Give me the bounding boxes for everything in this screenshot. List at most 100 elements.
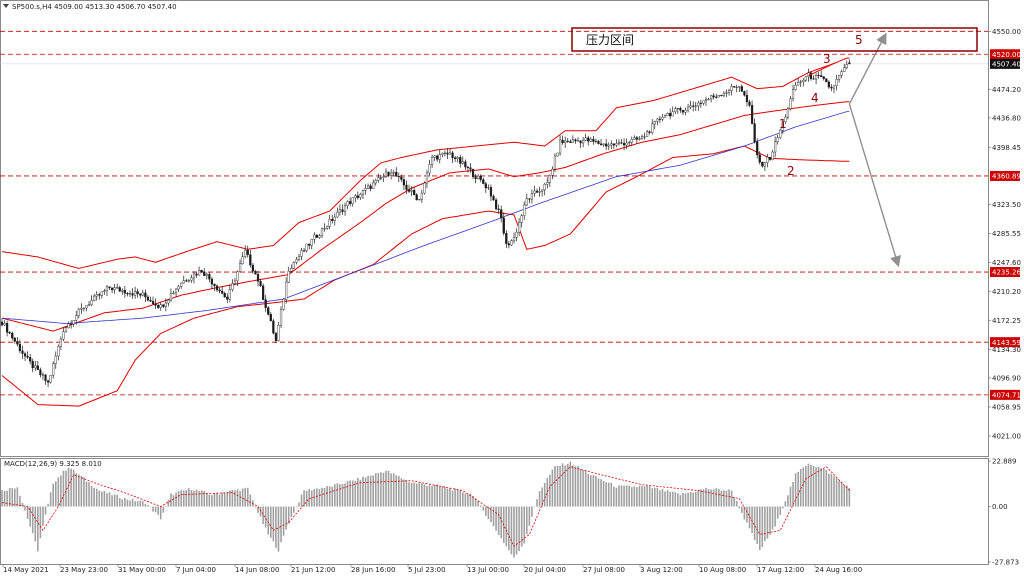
macd-histogram-bar — [820, 468, 822, 507]
current-price-tag — [990, 58, 1020, 69]
macd-histogram-bar — [408, 482, 410, 507]
macd-histogram-bar — [300, 494, 303, 507]
candle-body — [587, 137, 590, 142]
candle-body — [553, 155, 557, 170]
macd-histogram-bar — [846, 485, 848, 507]
macd-histogram-bar — [433, 484, 436, 507]
candle-body — [256, 274, 260, 282]
macd-histogram-bar — [313, 489, 316, 507]
candle-body — [318, 235, 321, 238]
wave-label-3: 3 — [823, 52, 831, 66]
macd-histogram-bar — [554, 466, 556, 507]
price-tick-label: 4058.95 — [992, 404, 1021, 412]
price-tick-label: 4398.45 — [992, 144, 1021, 152]
price-tick-label: 4507.40 — [992, 60, 1021, 68]
macd-histogram-bar — [410, 482, 413, 507]
macd-histogram-bar — [590, 475, 592, 507]
candle-body — [249, 254, 252, 266]
candle-body — [346, 201, 349, 206]
candle-body — [582, 139, 585, 144]
price-tick-label: 4143.59 — [992, 339, 1021, 347]
resistance-zone-box[interactable] — [571, 27, 978, 52]
macd-histogram-bar — [118, 498, 121, 507]
candle-body — [730, 86, 733, 92]
candle-body — [323, 228, 326, 230]
macd-histogram-bar — [579, 468, 582, 507]
candle-body — [615, 143, 618, 146]
macd-histogram-bar — [735, 500, 738, 507]
candle-body — [70, 323, 73, 325]
macd-histogram-bar — [193, 490, 195, 507]
candle-body — [448, 152, 452, 155]
macd-histogram-bar — [385, 470, 387, 507]
macd-histogram-bar — [6, 490, 8, 507]
macd-histogram-bar — [446, 488, 449, 507]
macd-histogram-bar — [625, 485, 628, 507]
macd-histogram-bar — [531, 506, 533, 517]
candle-body — [441, 152, 444, 155]
forecast-arrow — [848, 32, 887, 105]
candle-body — [817, 75, 820, 77]
candle-body — [738, 86, 741, 88]
candle-body — [100, 291, 103, 296]
candle-body — [308, 243, 311, 246]
candle-body — [377, 177, 380, 181]
candle-body — [802, 79, 805, 82]
macd-histogram-bar — [689, 492, 692, 507]
macd-histogram-bar — [592, 475, 595, 507]
macd-histogram-bar — [175, 492, 177, 507]
macd-histogram-bar — [231, 489, 234, 507]
candle-body — [200, 270, 203, 273]
candle-body — [702, 100, 705, 104]
macd-histogram-bar — [180, 490, 182, 507]
candle-body — [3, 323, 6, 326]
time-tick-label: 21 Jun 12:00 — [291, 566, 335, 574]
candle-body — [64, 327, 68, 333]
macd-histogram-bar — [692, 492, 694, 507]
macd-histogram-bar — [636, 487, 638, 507]
time-tick-label: 7 Jun 04:00 — [176, 566, 216, 574]
macd-histogram-bar — [208, 494, 211, 507]
candle-body — [177, 286, 180, 290]
macd-histogram-bar — [802, 467, 805, 507]
level-price-tag — [990, 267, 1020, 278]
macd-histogram-bar — [764, 506, 766, 542]
candle-body — [763, 162, 766, 167]
resistance-zone[interactable]: 压力区间 — [571, 27, 978, 52]
triangle-down-icon[interactable] — [3, 4, 9, 8]
projection-line — [808, 62, 835, 77]
macd-histogram-bar — [285, 506, 287, 530]
macd-histogram-bar — [840, 481, 843, 507]
macd-histogram-bar — [656, 487, 659, 507]
candle-body — [313, 234, 316, 240]
candle-body — [118, 287, 121, 292]
candle-body — [415, 194, 418, 201]
candle-body — [366, 185, 370, 189]
forecast-arrow — [848, 103, 901, 268]
macd-histogram-bar — [623, 485, 625, 507]
macd-histogram-bar — [620, 485, 623, 507]
macd-histogram-bar — [469, 493, 472, 507]
macd-histogram-bar — [733, 497, 735, 507]
macd-histogram-bar — [357, 477, 359, 507]
candle-body — [656, 118, 659, 122]
macd-histogram-bar — [485, 506, 487, 516]
macd-histogram-bar — [630, 487, 633, 507]
macd-histogram-bar — [275, 506, 277, 548]
candle-body — [39, 369, 42, 376]
candle-body — [756, 141, 759, 156]
macd-histogram-bar — [52, 483, 54, 507]
macd-histogram-bar — [78, 474, 80, 507]
macd-histogram-bar — [551, 469, 554, 507]
candle-body — [95, 294, 98, 297]
candle-body — [218, 289, 221, 292]
macd-histogram-bar — [431, 485, 433, 507]
candle-body — [674, 108, 677, 112]
candle-body — [228, 289, 231, 300]
macd-histogram-bar — [508, 506, 510, 551]
macd-histogram-bar — [835, 478, 838, 507]
macd-tick-label: -27.873 — [992, 559, 1019, 567]
macd-histogram-bar — [239, 491, 241, 507]
